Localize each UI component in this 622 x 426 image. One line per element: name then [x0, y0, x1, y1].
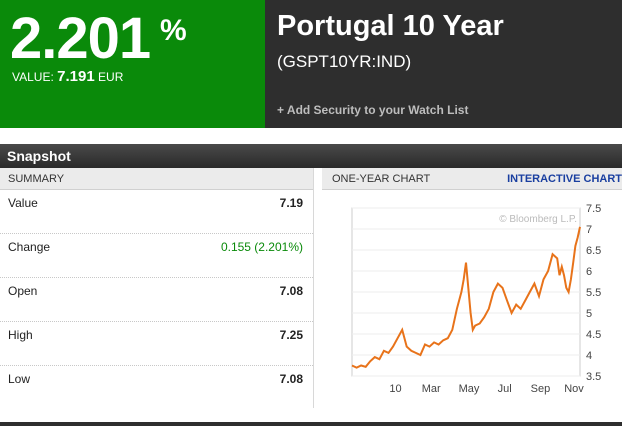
value-line: VALUE: 7.191 EUR [12, 68, 123, 85]
summary-row-value: Value 7.19 [0, 190, 313, 234]
y-tick-label: 6.5 [586, 245, 601, 257]
chart-grid [351, 207, 581, 377]
x-tick-label: Nov [564, 383, 584, 395]
series-line [351, 226, 581, 369]
bloomberg-watermark: © Bloomberg L.P. [499, 214, 577, 225]
summary-table: SUMMARY Value 7.19 Change 0.155 (2.201%)… [0, 168, 314, 408]
snapshot-bar: Snapshot [0, 144, 622, 168]
yield-chart: © Bloomberg L.P. 3.5 4 4.5 5 5.5 6 6.5 7 7.5 10 M… [351, 203, 601, 395]
row-label: Value [8, 196, 38, 210]
y-tick-label: 4.5 [586, 329, 601, 341]
add-to-watchlist-link[interactable]: + Add Security to your Watch List [277, 103, 469, 117]
y-tick-label: 3.5 [586, 371, 601, 383]
row-value: 7.08 [279, 372, 303, 386]
summary-row-low: Low 7.08 [0, 366, 313, 410]
summary-row-change: Change 0.155 (2.201%) [0, 234, 313, 278]
summary-row-high: High 7.25 [0, 322, 313, 366]
row-label: High [8, 328, 33, 342]
row-value: 0.155 (2.201%) [220, 240, 303, 254]
y-tick-label: 5.5 [586, 287, 601, 299]
security-header: Portugal 10 Year (GSPT10YR:IND) + Add Se… [265, 0, 622, 128]
row-label: Low [8, 372, 31, 386]
price-value: 7.191 [57, 68, 95, 85]
security-ticker: (GSPT10YR:IND) [277, 52, 412, 71]
x-axis-ticks: 10 Mar May Jul Sep Nov [389, 383, 584, 395]
summary-row-open: Open 7.08 [0, 278, 313, 322]
percent-sign: % [160, 14, 187, 47]
y-tick-label: 4 [586, 350, 592, 362]
summary-header: SUMMARY [0, 168, 313, 190]
row-value: 7.25 [279, 328, 303, 342]
x-tick-label: 10 [389, 383, 401, 395]
row-value: 7.08 [279, 284, 303, 298]
y-tick-label: 7.5 [586, 203, 601, 215]
one-year-chart-panel: ONE-YEAR CHART INTERACTIVE CHART © Bloom… [322, 168, 622, 408]
y-axis-ticks: 3.5 4 4.5 5 5.5 6 6.5 7 7.5 [586, 203, 601, 383]
x-tick-label: Jul [498, 383, 512, 395]
chart-header: ONE-YEAR CHART INTERACTIVE CHART [322, 168, 622, 190]
yield-value: 2.201 [10, 6, 151, 71]
y-tick-label: 6 [586, 266, 592, 278]
y-tick-label: 5 [586, 308, 592, 320]
value-label: VALUE: [12, 70, 54, 84]
row-label: Change [8, 240, 51, 254]
interactive-chart-link[interactable]: INTERACTIVE CHART [507, 173, 622, 185]
x-tick-label: Sep [531, 383, 551, 395]
currency: EUR [98, 70, 124, 84]
security-title: Portugal 10 Year [277, 10, 504, 42]
row-value: 7.19 [279, 196, 303, 210]
row-label: Open [8, 284, 38, 298]
x-tick-label: May [459, 383, 480, 395]
chart-header-label: ONE-YEAR CHART [332, 173, 431, 185]
y-tick-label: 7 [586, 224, 592, 236]
footer-rule [0, 422, 622, 426]
x-tick-label: Mar [422, 383, 441, 395]
quote-panel: 2.201 % VALUE: 7.191 EUR [0, 0, 265, 128]
